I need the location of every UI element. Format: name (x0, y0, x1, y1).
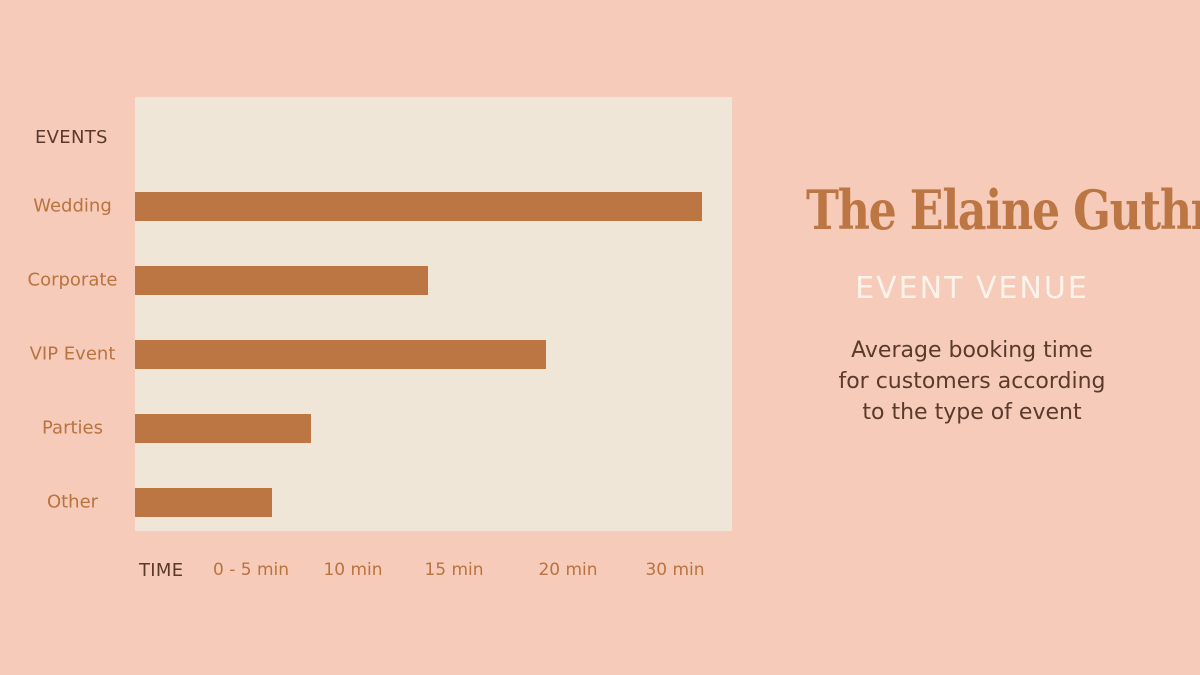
category-label: Wedding (33, 195, 112, 217)
category-label: VIP Event (29, 343, 116, 365)
category-label: Parties (42, 417, 103, 439)
category-label: Corporate (27, 269, 118, 291)
bar-corporate (135, 265, 429, 295)
chart-plot-area (135, 97, 732, 531)
brand-title: The Elaine Guthrie (806, 178, 1200, 242)
x-tick-label: 30 min (645, 560, 705, 580)
y-axis-title: EVENTS (35, 127, 108, 148)
description-line: to the type of event (862, 400, 1082, 425)
bar-other (135, 487, 272, 517)
description-line: Average booking time (851, 338, 1093, 363)
x-tick-label: 20 min (538, 560, 598, 580)
x-tick-label: 0 - 5 min (212, 560, 290, 580)
x-tick-label: 10 min (323, 560, 383, 580)
bar-vip-event (135, 339, 546, 369)
bar-parties (135, 413, 311, 443)
description-line: for customers according (838, 369, 1106, 394)
x-tick-label: 15 min (424, 560, 484, 580)
category-label: Other (46, 491, 99, 513)
bar-wedding (135, 191, 702, 221)
x-axis-title: TIME (139, 560, 184, 581)
brand-subtitle: EVENT VENUE (855, 271, 1089, 306)
chart-description: Average booking time for customers accor… (772, 335, 1172, 428)
